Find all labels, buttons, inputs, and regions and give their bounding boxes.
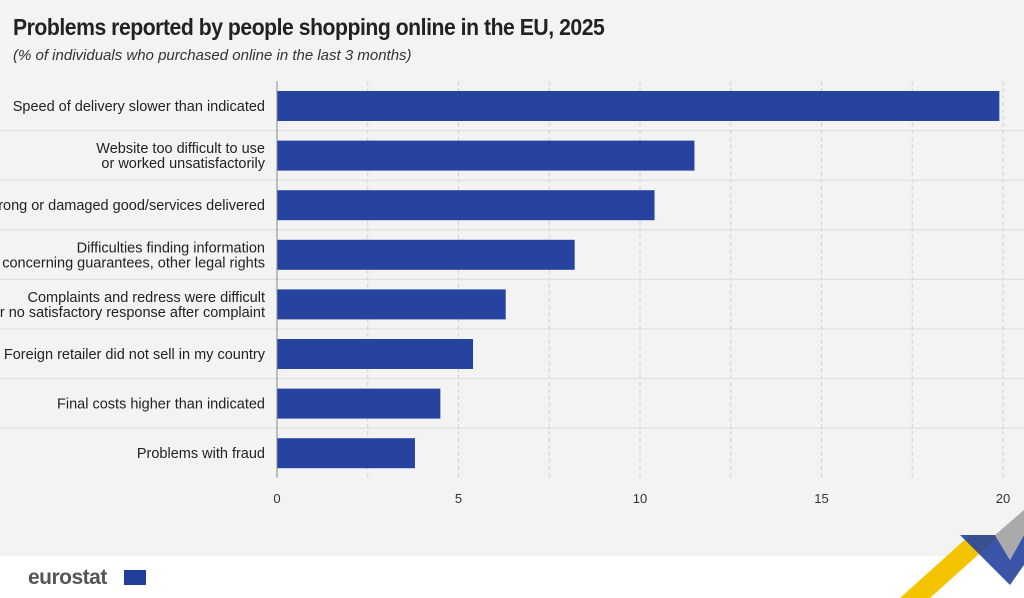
chart-subtitle: (% of individuals who purchased online i…: [13, 47, 412, 64]
bar-chart: Speed of delivery slower than indicated W…: [0, 81, 1024, 506]
chart-title: Problems reported by people shopping onl…: [13, 14, 605, 40]
eurostat-logo: eurostat: [28, 566, 107, 589]
bar: [277, 190, 655, 221]
footer: [0, 556, 1024, 598]
category-label: Complaints and redress were difficult or …: [0, 290, 265, 321]
bar: [277, 339, 474, 369]
category-label: Difficulties finding information concerni…: [2, 240, 265, 271]
category-label: Website too difficult to use or worked un…: [96, 141, 265, 172]
bar: [277, 239, 575, 270]
x-tick-label: 5: [455, 491, 462, 506]
bar: [277, 140, 695, 171]
bar: [277, 91, 1000, 121]
x-tick-label: 10: [633, 491, 647, 506]
bar: [277, 388, 441, 419]
category-label: Final costs higher than indicated: [57, 397, 265, 413]
bar: [277, 289, 506, 320]
decorative-chevron-icon: [900, 510, 1024, 598]
category-label: Problems with fraud: [137, 446, 265, 462]
bar: [277, 438, 415, 469]
category-label: Foreign retailer did not sell in my coun…: [4, 347, 266, 363]
eu-flag-icon: [124, 570, 146, 585]
x-tick-label: 20: [996, 491, 1010, 506]
x-tick-label: 0: [273, 491, 280, 506]
category-label: Wrong or damaged good/services delivered: [0, 198, 265, 214]
x-tick-label: 15: [814, 491, 828, 506]
category-label: Speed of delivery slower than indicated: [13, 99, 265, 115]
